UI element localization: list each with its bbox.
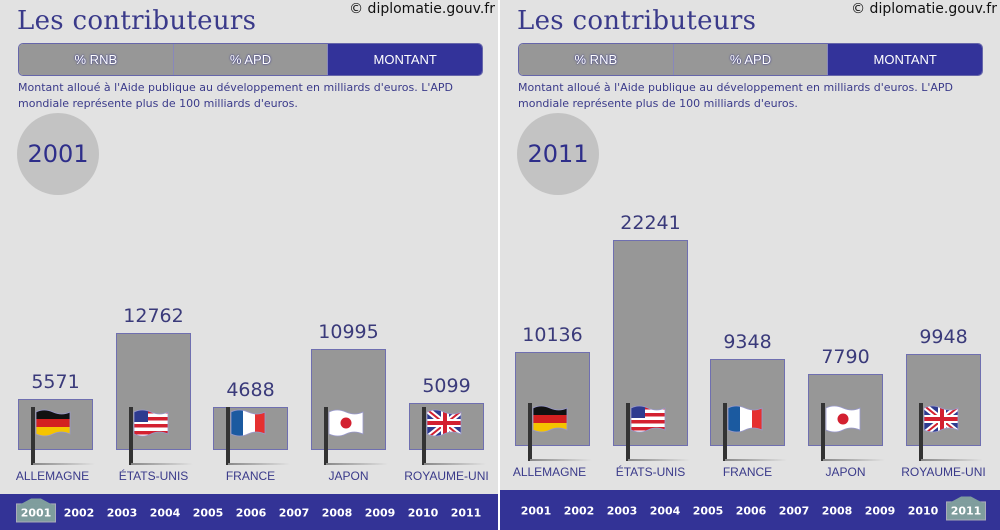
- year-tab-2009[interactable]: 2009: [364, 506, 396, 520]
- germany-flag-icon: [34, 407, 72, 439]
- bar-value-label: 9948: [919, 326, 968, 348]
- panel-2011: Les contributeurs © diplomatie.gouv.fr %…: [500, 0, 1000, 530]
- tab-apd[interactable]: % APD: [673, 44, 829, 75]
- japan-flag-icon: [824, 403, 862, 435]
- page-title: Les contributeurs: [17, 6, 257, 36]
- flagpole: [226, 407, 230, 465]
- japan-flag-icon: [327, 407, 365, 439]
- flagpole-shadow: [228, 463, 290, 465]
- bar-value-label: 5571: [31, 371, 80, 393]
- year-tab-2001[interactable]: 2001: [520, 504, 552, 518]
- flagpole-shadow: [921, 459, 983, 461]
- tab-montant[interactable]: MONTANT: [328, 44, 482, 75]
- bar-chart: 10136 ALLEMAGNE 22241 ÉTATS-UNIS 9348 FRANCE 7…: [500, 0, 1000, 490]
- flagpole-shadow: [33, 463, 95, 465]
- year-tab-2010[interactable]: 2010: [407, 506, 439, 520]
- france-flag-icon: [726, 403, 764, 435]
- usa-flag-icon: [629, 403, 667, 435]
- bar-france: [710, 359, 785, 446]
- tab-rnb[interactable]: % RNB: [19, 44, 174, 75]
- bar-germany: [515, 352, 590, 446]
- description: Montant alloué à l'Aide publique au déve…: [518, 81, 953, 110]
- copyright: © diplomatie.gouv.fr: [851, 1, 997, 17]
- year-tab-2004[interactable]: 2004: [649, 504, 681, 518]
- france-flag-icon: [229, 407, 267, 439]
- year-tab-2007[interactable]: 2007: [778, 504, 810, 518]
- year-tab-2005[interactable]: 2005: [692, 504, 724, 518]
- flagpole: [723, 403, 727, 461]
- year-tab-2003[interactable]: 2003: [606, 504, 638, 518]
- year-tab-2011[interactable]: 2011: [450, 506, 482, 520]
- year-tab-2001[interactable]: 2001: [16, 503, 56, 523]
- flagpole-shadow: [326, 463, 388, 465]
- year-tab-2009[interactable]: 2009: [864, 504, 896, 518]
- year-tab-2005[interactable]: 2005: [192, 506, 224, 520]
- usa-flag-icon: [132, 407, 170, 439]
- flagpole: [324, 407, 328, 465]
- category-label: JAPON: [825, 465, 866, 479]
- flagpole-shadow: [131, 463, 193, 465]
- flagpole-shadow: [530, 459, 592, 461]
- copyright: © diplomatie.gouv.fr: [349, 1, 495, 17]
- flagpole: [528, 403, 532, 461]
- year-tab-2008[interactable]: 2008: [821, 504, 853, 518]
- year-tab-2002[interactable]: 2002: [563, 504, 595, 518]
- year-tab-2011[interactable]: 2011: [946, 501, 986, 521]
- flagpole: [821, 403, 825, 461]
- tab-montant[interactable]: MONTANT: [828, 44, 982, 75]
- flagpole: [422, 407, 426, 465]
- bar-value-label: 10995: [318, 321, 379, 343]
- year-badge: 2011: [517, 113, 599, 195]
- year-tab-2004[interactable]: 2004: [149, 506, 181, 520]
- year-badge: 2001: [17, 113, 99, 195]
- category-label: FRANCE: [722, 465, 773, 479]
- description: Montant alloué à l'Aide publique au déve…: [18, 81, 453, 110]
- year-tab-2006[interactable]: 2006: [235, 506, 267, 520]
- bar-value-label: 12762: [123, 305, 184, 327]
- flagpole: [919, 403, 923, 461]
- year-timeline: 2001 2002 2003 2004 2005 2006 2007 2008 2009 2010…: [500, 490, 1000, 530]
- uk-flag-icon: [425, 407, 463, 439]
- category-label: ÉTATS-UNIS: [118, 469, 189, 483]
- year-tab-2007[interactable]: 2007: [278, 506, 310, 520]
- year-tab-2002[interactable]: 2002: [63, 506, 95, 520]
- panel-2001: Les contributeurs © diplomatie.gouv.fr %…: [0, 0, 498, 530]
- category-label: JAPON: [328, 469, 369, 483]
- germany-flag-icon: [531, 403, 569, 435]
- uk-flag-icon: [922, 403, 960, 435]
- bar-value-label: 10136: [522, 324, 583, 346]
- bar-value-label: 9348: [723, 331, 772, 353]
- flagpole-shadow: [823, 459, 885, 461]
- year-timeline: 2001 2002 2003 2004 2005 2006 2007 2008 2009 2010…: [0, 494, 498, 530]
- year-tab-2003[interactable]: 2003: [106, 506, 138, 520]
- bar-value-label: 22241: [620, 212, 681, 234]
- bar-value-label: 5099: [422, 375, 471, 397]
- year-tab-2008[interactable]: 2008: [321, 506, 353, 520]
- bar-value-label: 7790: [821, 346, 870, 368]
- category-label: FRANCE: [225, 469, 276, 483]
- flagpole: [626, 403, 630, 461]
- flagpole-shadow: [725, 459, 787, 461]
- category-label: ROYAUME-UNI: [404, 469, 489, 483]
- flagpole: [31, 407, 35, 465]
- category-label: ROYAUME-UNI: [901, 465, 986, 479]
- year-tab-2006[interactable]: 2006: [735, 504, 767, 518]
- flagpole-shadow: [424, 463, 486, 465]
- flagpole: [129, 407, 133, 465]
- year-tab-2010[interactable]: 2010: [907, 504, 939, 518]
- bar-chart: 5571 ALLEMAGNE 12762 ÉTATS-UNIS 4688 FRANCE 10…: [0, 0, 498, 490]
- metric-tabs: % RNB % APD MONTANT: [18, 43, 483, 76]
- category-label: ALLEMAGNE: [512, 465, 587, 479]
- bar-value-label: 4688: [226, 379, 275, 401]
- tab-apd[interactable]: % APD: [173, 44, 329, 75]
- flagpole-shadow: [628, 459, 690, 461]
- category-label: ÉTATS-UNIS: [615, 465, 686, 479]
- category-label: ALLEMAGNE: [15, 469, 90, 483]
- metric-tabs: % RNB % APD MONTANT: [518, 43, 983, 76]
- page-title: Les contributeurs: [517, 6, 757, 36]
- bar-uk: [906, 354, 981, 446]
- tab-rnb[interactable]: % RNB: [519, 44, 674, 75]
